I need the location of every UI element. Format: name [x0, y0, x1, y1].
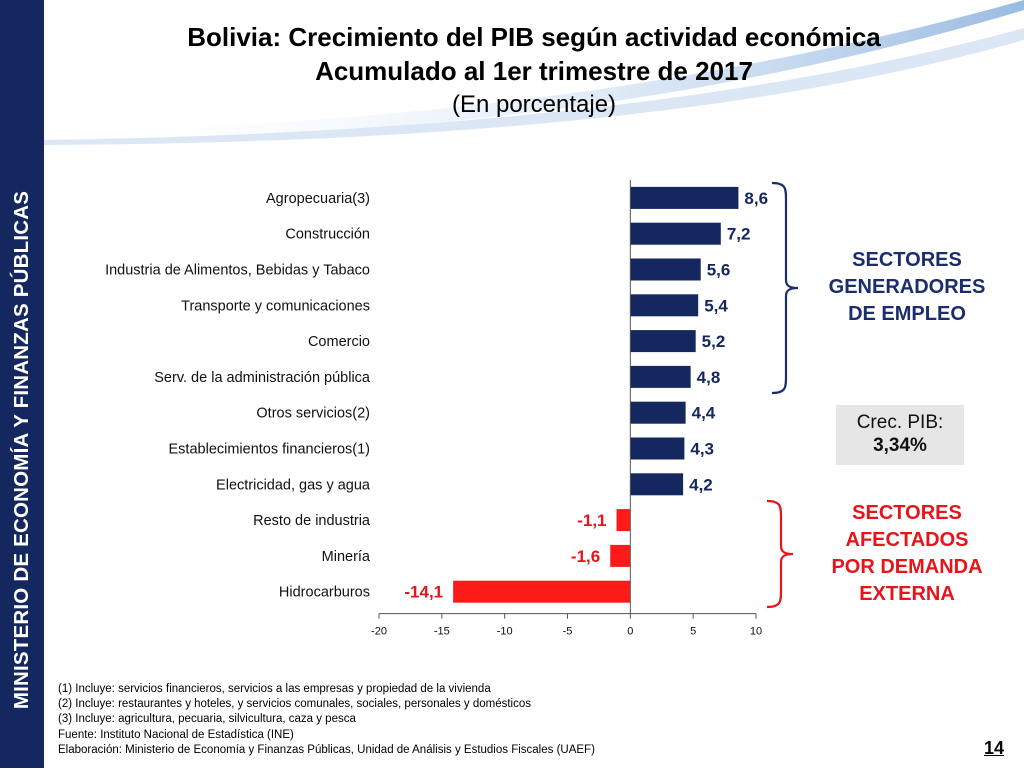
- category-label-4: Comercio: [308, 334, 370, 350]
- category-label-6: Otros servicios(2): [256, 406, 370, 422]
- x-tick-label-2: -10: [497, 626, 513, 638]
- bar-5: [630, 365, 691, 388]
- group-label-externally-affected: SECTORES AFECTADOS POR DEMANDA EXTERNA: [812, 500, 1002, 608]
- value-label-6: 4,4: [692, 404, 716, 423]
- bar-0: [630, 186, 739, 209]
- bar-8: [630, 473, 684, 496]
- value-label-2: 5,6: [707, 261, 731, 280]
- bracket-positive: [771, 181, 799, 395]
- group-neg-line-3: EXTERNA: [859, 583, 955, 605]
- bar-9: [616, 509, 631, 532]
- value-label-10: -1,6: [571, 547, 600, 566]
- footnote-authorship: Elaboración: Ministerio de Economía y Fi…: [58, 743, 595, 756]
- category-label-1: Construcción: [285, 227, 370, 243]
- bracket-negative: [766, 499, 794, 609]
- category-label-7: Establecimientos financieros(1): [169, 442, 370, 458]
- bar-10: [610, 544, 631, 567]
- group-label-employment-generating: SECTORES GENERADORES DE EMPLEO: [812, 247, 1002, 328]
- x-tick-label-5: 5: [690, 626, 696, 638]
- gdp-growth-box: Crec. PIB: 3,34%: [836, 405, 964, 465]
- value-label-9: -1,1: [577, 511, 606, 530]
- sidebar-band: MINISTERIO DE ECONOMÍA Y FINANZAS PÚBLIC…: [0, 0, 44, 768]
- page-number: 14: [984, 738, 1005, 758]
- x-tick-label-4: 0: [627, 626, 633, 638]
- group-neg-line-0: SECTORES: [852, 502, 962, 524]
- category-label-9: Resto de industria: [253, 513, 371, 529]
- group-pos-line-2: DE EMPLEO: [848, 303, 966, 325]
- x-tick-label-0: -20: [371, 626, 387, 638]
- value-label-4: 5,2: [702, 332, 726, 351]
- category-label-8: Electricidad, gas y agua: [216, 477, 371, 493]
- footnote-2: (2) Incluye: restaurantes y hoteles, y s…: [58, 698, 531, 711]
- x-tick-label-1: -15: [434, 626, 450, 638]
- chart-title-line2: Acumulado al 1er trimestre de 2017: [315, 56, 753, 86]
- bar-6: [630, 401, 686, 424]
- value-label-8: 4,2: [689, 475, 713, 494]
- bar-7: [630, 437, 685, 460]
- chart-subtitle: (En porcentaje): [451, 91, 617, 118]
- gdp-growth-label: Crec. PIB:: [856, 412, 944, 433]
- decorative-swoosh: [44, 0, 1024, 145]
- bar-1: [630, 222, 721, 245]
- x-tick-label-6: 10: [750, 626, 762, 638]
- chart-title: Bolivia: Crecimiento del PIB según activ…: [187, 22, 881, 52]
- value-label-7: 4,3: [690, 440, 714, 459]
- footnotes: (1) Incluye: servicios financieros, serv…: [58, 682, 958, 758]
- bar-4: [630, 330, 696, 353]
- value-label-11: -14,1: [404, 583, 443, 602]
- category-label-5: Serv. de la administración pública: [154, 370, 371, 386]
- group-neg-line-2: POR DEMANDA: [831, 556, 983, 578]
- footnote-3: (3) Incluye: agricultura, pecuaria, silv…: [58, 713, 356, 726]
- gdp-growth-value: 3,34%: [873, 435, 927, 456]
- value-label-3: 5,4: [704, 296, 728, 315]
- value-label-1: 7,2: [727, 225, 751, 244]
- bar-11: [453, 580, 631, 603]
- group-pos-line-1: GENERADORES: [828, 276, 986, 298]
- bar-3: [630, 294, 699, 317]
- category-label-10: Minería: [322, 549, 371, 565]
- category-label-3: Transporte y comunicaciones: [181, 298, 370, 314]
- bar-2: [630, 258, 701, 281]
- value-label-0: 8,6: [744, 189, 768, 208]
- category-label-11: Hidrocarburos: [279, 585, 370, 601]
- category-label-2: Industria de Alimentos, Bebidas y Tabaco: [105, 263, 370, 279]
- footnote-source: Fuente: Instituto Nacional de Estadístic…: [58, 728, 294, 741]
- x-tick-label-3: -5: [563, 626, 573, 638]
- value-label-5: 4,8: [697, 368, 721, 387]
- category-label-0: Agropecuaria(3): [266, 191, 370, 207]
- group-pos-line-0: SECTORES: [852, 249, 962, 271]
- footnote-1: (1) Incluye: servicios financieros, serv…: [58, 683, 491, 695]
- group-neg-line-1: AFECTADOS: [845, 529, 969, 551]
